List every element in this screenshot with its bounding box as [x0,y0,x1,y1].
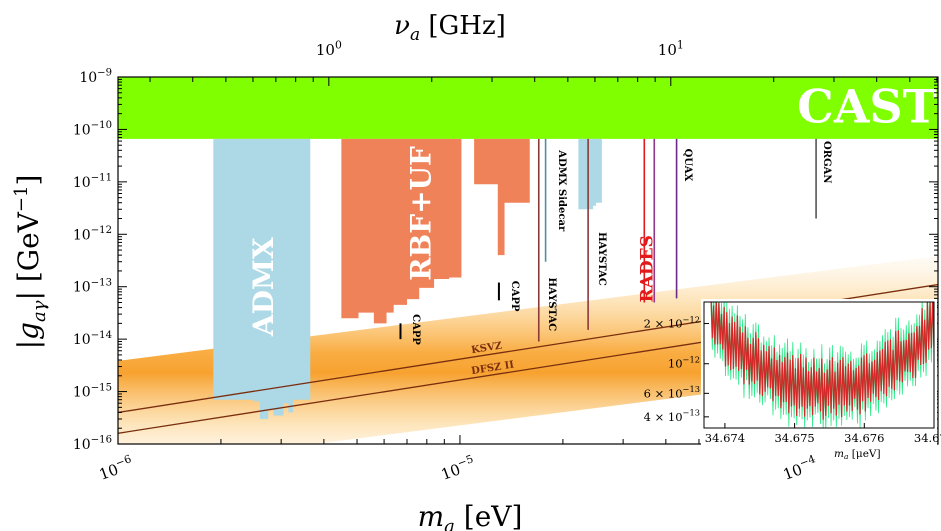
inset-y-tick-label: 4 × 10−13 [644,408,700,424]
y-axis-title: |gaγ| [GeV−1] [11,175,50,350]
cast-label: CAST [797,79,937,133]
rbf-uf-right-region [474,138,530,256]
inset-frame [703,301,935,429]
y-tick-label: 10−15 [73,382,112,400]
admx-label: ADMX [247,237,280,337]
inset-series [710,302,934,428]
y-tick-label: 10−11 [73,173,112,191]
inset-x-tick-label: 34.677 [914,431,941,445]
inset-x-tick-label: 34.675 [774,431,814,445]
x-tick-label: 10−4 [780,452,820,484]
x-axis-title: ma [eV] [418,500,523,531]
haystac-label: HAYSTAC [546,277,557,331]
inset-x-tick-label: 34.676 [844,431,884,445]
admx-high-region [578,138,602,210]
quax-label: QUAX [682,149,693,182]
ksvz-label: KSVZ [470,341,502,357]
y-tick-label: 10−14 [73,330,112,348]
organ-label: ORGAN [821,141,832,183]
top-axis-title: νa [GHz] [394,11,506,45]
top-tick-label: 100 [316,38,342,59]
inset-x-axis-title: ma [μeV] [834,448,881,461]
admx-region [213,138,311,419]
cast-region [118,77,938,139]
inset-x-tick-label: 34.674 [705,431,745,445]
admx-sidecar-label: ADMX Sidecar [556,149,567,232]
rades-label: RADES [638,235,658,302]
plot-frame [117,76,939,445]
inset-y-tick-label: 2 × 10−12 [644,314,700,330]
capp-label: CAPP [509,281,520,312]
y-tick-label: 10−13 [73,277,112,295]
rbf-uf-label: RBF+UF [405,146,438,281]
y-tick-label: 10−16 [73,435,112,453]
y-tick-label: 10−12 [73,225,112,243]
top-tick-label: 101 [658,38,684,59]
haystac-label: HAYSTAC [596,232,607,286]
y-tick-label: 10−9 [79,68,112,86]
inset-plot: 34.674 34.675 34.676 34.677 2 × 10−12 10−12 6 … [644,299,941,461]
inset-y-tick-label: 6 × 10−13 [644,384,700,400]
inset-y-tick-label: 10−12 [668,355,700,371]
capp-label: CAPP [410,314,421,345]
x-tick-label: 10−6 [96,452,136,484]
main-axes: 10−6 10−5 10−4 100 101 10−9 10−10 10−11 10−12 10−… [11,11,939,531]
inset-limit-line [710,302,934,420]
x-tick-label: 10−5 [438,452,478,484]
y-tick-label: 10−10 [73,120,112,138]
rbf-uf-region [341,138,462,324]
